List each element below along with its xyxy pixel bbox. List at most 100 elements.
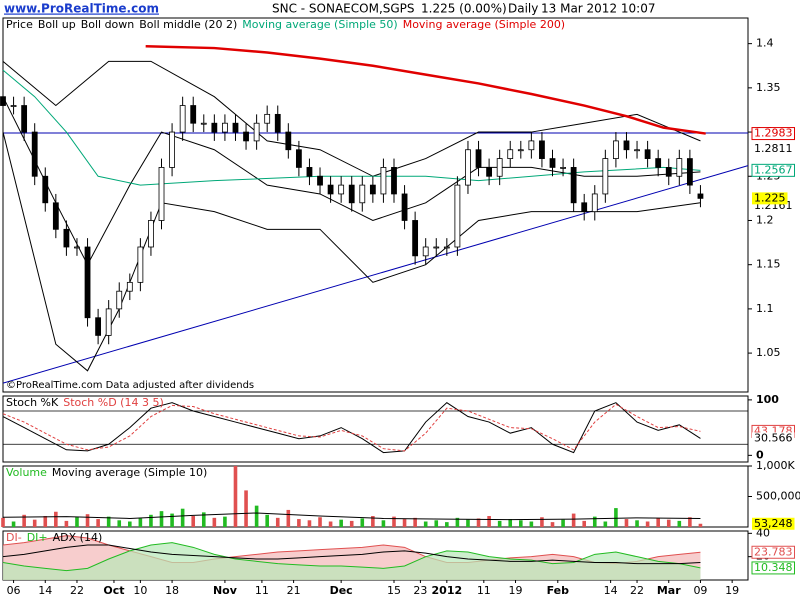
datetime: 13 Mar 2012 10:07 — [541, 2, 655, 16]
volume-bar — [476, 518, 481, 527]
y-tick-label: 1.05 — [756, 346, 781, 359]
candle-body — [222, 122, 228, 133]
candle-body — [380, 167, 387, 195]
volume-bar — [455, 517, 460, 527]
volume-bar — [371, 516, 375, 527]
annotation: ©ProRealTime.com Data adjusted after div… — [6, 380, 254, 391]
y-tick-label: 0 — [756, 448, 764, 461]
overlay-line — [2, 69, 701, 186]
legend-entry: Moving average (Simple 10) — [52, 466, 207, 479]
volume-bar — [286, 509, 291, 527]
volume-bar — [487, 516, 491, 527]
candle-body — [391, 167, 397, 195]
x-tick-label: 11 — [255, 584, 269, 597]
volume-bar — [635, 520, 639, 527]
candle-body — [306, 167, 313, 177]
volume-bar — [85, 514, 90, 527]
value-marker-box — [752, 517, 795, 530]
legend-entry: DI- — [6, 531, 22, 544]
volume-bar — [106, 516, 111, 527]
volume-bar — [339, 519, 343, 527]
x-tick-label: 11 — [477, 584, 491, 597]
candle-body — [570, 167, 577, 204]
x-tick-label: 22 — [630, 584, 644, 597]
x-tick-label: 23 — [413, 584, 427, 597]
value-marker: 1.225 — [754, 191, 786, 204]
legend-entry: Volume — [6, 466, 47, 479]
candle-body — [274, 113, 281, 133]
volume-bar — [688, 517, 692, 527]
candle-body — [549, 158, 556, 168]
volume-bar — [233, 466, 238, 527]
candle-body — [412, 220, 419, 257]
volume-bar — [677, 520, 682, 527]
volume-bar — [170, 513, 174, 527]
candle-body — [295, 149, 302, 168]
panel-frame — [2, 465, 749, 528]
overlay-line — [2, 131, 701, 372]
candle-body — [528, 140, 535, 151]
volume-bar — [392, 516, 396, 527]
candle-body — [665, 167, 672, 177]
overlay-line — [2, 60, 701, 177]
volume-bar — [149, 514, 153, 527]
value-marker-box — [751, 561, 795, 575]
candle-body — [317, 175, 323, 186]
volume-bar — [223, 516, 227, 527]
x-tick-label: 06 — [7, 584, 21, 597]
x-tick-label: 10 — [133, 584, 147, 597]
y-tick-label: 40 — [756, 526, 770, 539]
volume-bar — [413, 517, 417, 527]
legend-entry: Boll down — [81, 18, 135, 31]
volume-bar — [582, 520, 587, 527]
value-marker: 23.783 — [754, 545, 793, 558]
candle-body — [253, 122, 260, 142]
candle-body — [348, 184, 355, 204]
volume-bar — [603, 521, 608, 527]
candle-body — [486, 167, 492, 177]
volume-bar — [561, 519, 565, 527]
last-price: 1.225 (0.00%) — [421, 2, 507, 16]
volume-bar — [117, 520, 122, 527]
volume-bar — [434, 520, 439, 527]
x-tick-label: 22 — [70, 584, 84, 597]
value-marker: 1.2567 — [754, 163, 793, 176]
x-tick-label: Nov — [213, 584, 238, 597]
value-marker: 1.2983 — [754, 127, 793, 140]
value-marker-box — [752, 142, 795, 155]
candle-body — [264, 113, 271, 124]
candle-body — [560, 167, 566, 169]
volume-bar — [328, 521, 333, 527]
legend-entry: Moving average (Simple 50) — [242, 18, 397, 31]
y-tick-label: 1.1 — [756, 302, 774, 315]
candle-body — [285, 131, 292, 151]
site-link[interactable]: www.ProRealTime.com — [4, 2, 159, 16]
volume-bar — [75, 517, 79, 527]
candle-body — [105, 308, 112, 336]
volume-bar — [318, 517, 322, 527]
x-tick-label: 14 — [38, 584, 52, 597]
volume-bar — [497, 520, 502, 527]
volume-ma-line — [2, 512, 701, 521]
candle-body — [475, 149, 482, 168]
volume-bar — [466, 519, 470, 527]
legend-entry: ADX (14) — [53, 531, 103, 544]
volume-bar — [297, 519, 301, 527]
candle-body — [644, 149, 651, 159]
candle-body — [454, 184, 461, 248]
volume-bar — [645, 521, 650, 527]
volume-bar — [138, 518, 143, 527]
volume-bar — [54, 511, 58, 527]
value-marker-box — [752, 192, 788, 205]
y-tick-label: 1,000K — [756, 459, 795, 472]
y-tick-label: 1.4 — [756, 37, 774, 50]
value-marker: 1.2811 — [754, 142, 793, 155]
y-tick-label: 1.35 — [756, 81, 781, 94]
volume-bar — [519, 520, 523, 527]
candle-body — [42, 175, 49, 204]
x-tick-label: Mar — [657, 584, 681, 597]
legend-entry: Stoch %K — [6, 396, 59, 409]
volume-bar — [349, 520, 354, 527]
indicator-line — [2, 542, 701, 572]
